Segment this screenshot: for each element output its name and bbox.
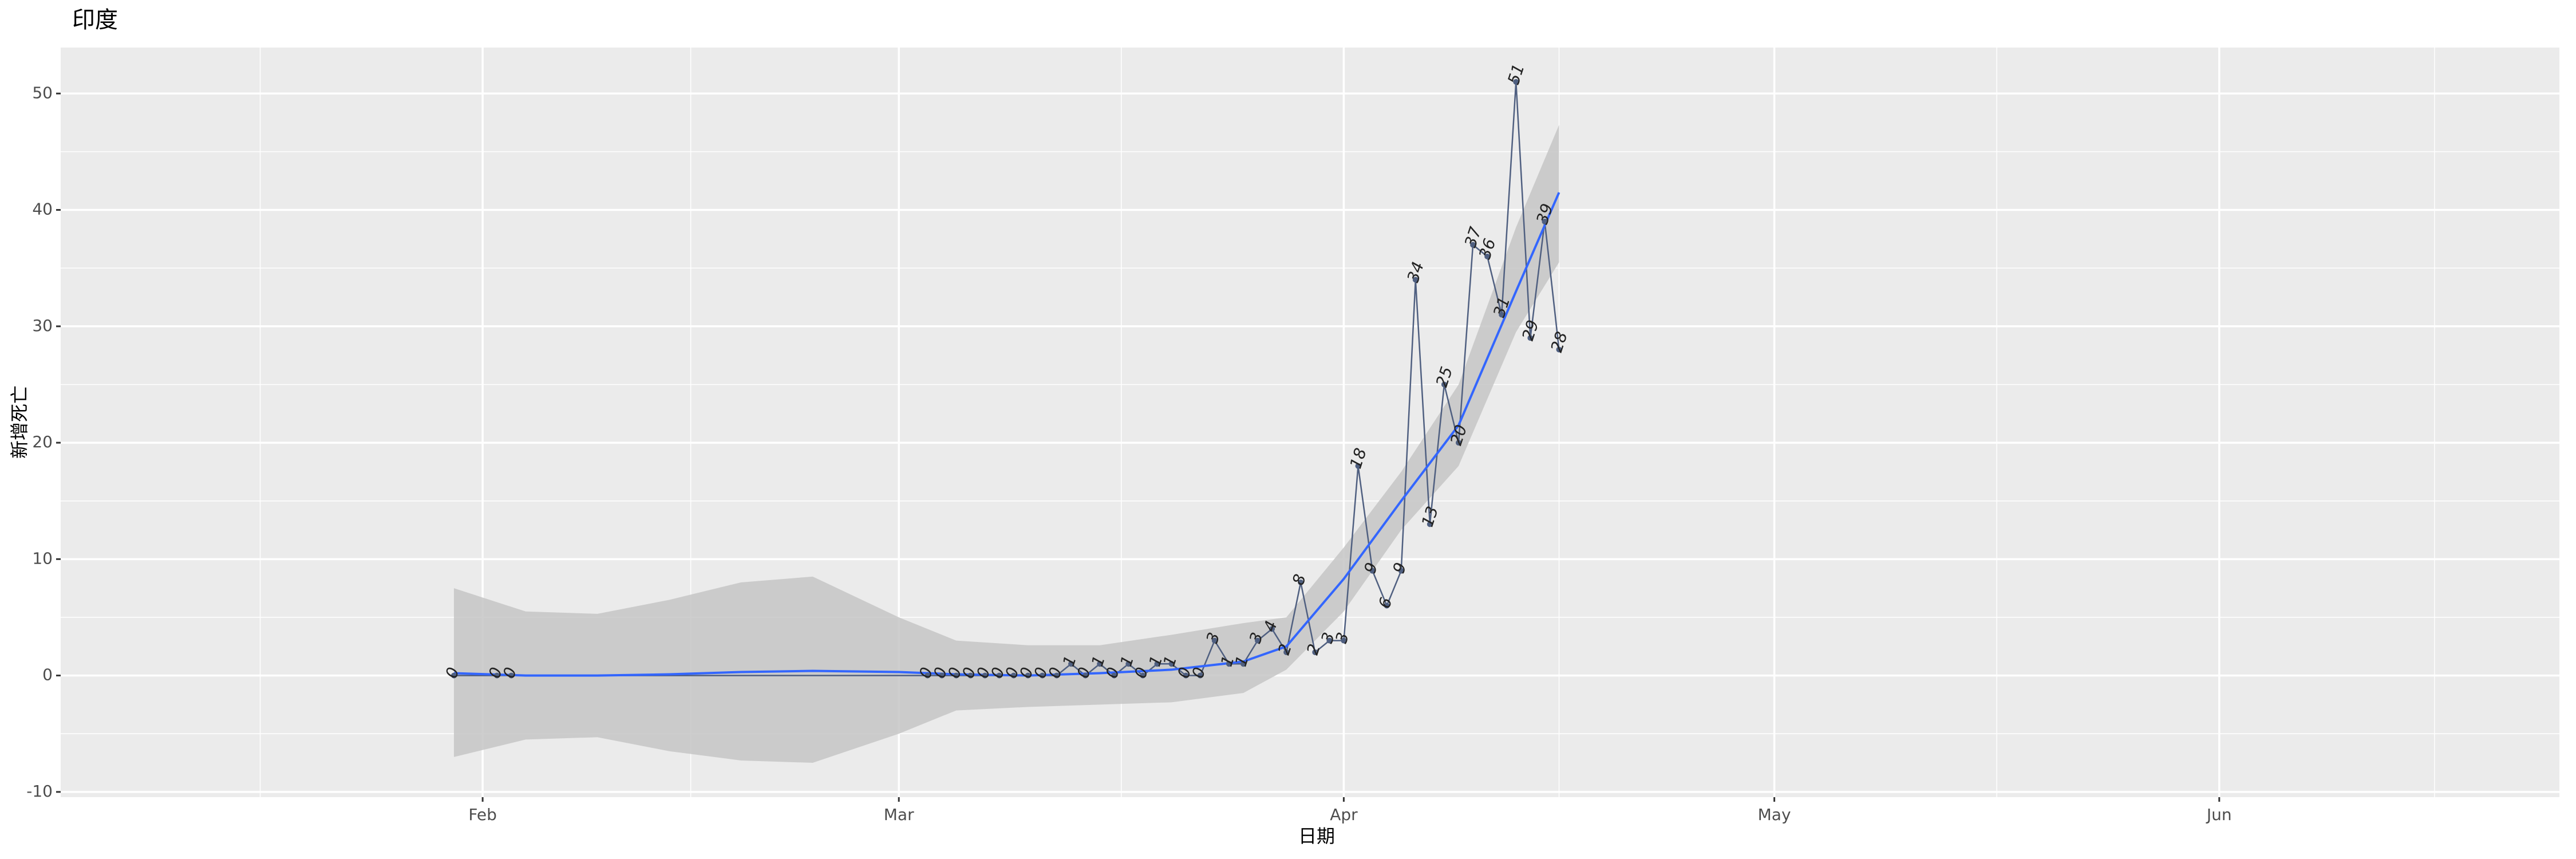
- data-point: [953, 672, 959, 679]
- data-point: [982, 672, 988, 679]
- data-point: [1125, 661, 1132, 667]
- smooth-line: [453, 192, 1560, 677]
- y-tick-label: 50: [32, 83, 53, 102]
- data-point: [1097, 661, 1103, 667]
- data-point: [1039, 672, 1045, 679]
- y-tick-label: 10: [32, 549, 53, 568]
- data-point: [1384, 602, 1390, 609]
- y-tick-label: 20: [32, 432, 53, 451]
- data-point: [451, 672, 457, 679]
- data-point: [1326, 637, 1333, 644]
- chart-title: 印度: [72, 7, 118, 33]
- data-point: [1341, 637, 1347, 644]
- data-point: [1513, 78, 1519, 85]
- data-point: [1025, 672, 1031, 679]
- y-axis-label: 新增死亡: [9, 385, 30, 459]
- data-point: [1556, 346, 1562, 353]
- data-point: [1398, 568, 1404, 574]
- y-tick-label: 0: [42, 665, 53, 684]
- data-point: [1412, 277, 1419, 283]
- data-point: [494, 672, 500, 679]
- data-point: [1484, 253, 1491, 259]
- data-point: [1455, 440, 1461, 446]
- data-point: [1499, 312, 1505, 318]
- data-point: [1542, 218, 1548, 224]
- data-point: [1154, 661, 1160, 667]
- panel: [61, 48, 2559, 797]
- y-tick-label: -10: [26, 782, 53, 801]
- x-axis-label: 日期: [1298, 825, 1335, 847]
- data-point: [1211, 637, 1218, 644]
- data-point: [1082, 672, 1089, 679]
- data-point: [1226, 661, 1232, 667]
- data-point: [1183, 672, 1189, 679]
- data-point: [1441, 381, 1447, 388]
- x-tick-label: May: [1758, 805, 1791, 824]
- data-point: [1240, 661, 1246, 667]
- data-point: [1053, 672, 1060, 679]
- data-point: [1269, 626, 1275, 632]
- y-tick-label: 30: [32, 316, 53, 335]
- data-point: [1140, 672, 1146, 679]
- data-point: [1254, 637, 1261, 644]
- data-point: [1369, 568, 1376, 574]
- data-point: [1355, 463, 1361, 469]
- confidence-band: [453, 125, 1559, 763]
- x-tick-label: Apr: [1330, 805, 1358, 824]
- data-point: [939, 672, 945, 679]
- data-point: [924, 672, 931, 679]
- data-point: [1283, 649, 1290, 655]
- data-point: [1312, 649, 1318, 655]
- data-point: [967, 672, 974, 679]
- y-tick-label: 40: [32, 200, 53, 219]
- data-point: [1068, 661, 1074, 667]
- data-point: [508, 672, 515, 679]
- data-point: [1168, 661, 1175, 667]
- data-point: [1010, 672, 1017, 679]
- x-tick-label: Jun: [2206, 805, 2232, 824]
- data-point: [996, 672, 1002, 679]
- x-tick-label: Mar: [884, 805, 914, 824]
- data-point: [1470, 242, 1476, 248]
- x-tick-label: Feb: [468, 805, 497, 824]
- data-point: [1527, 335, 1534, 341]
- data-point: [1197, 672, 1203, 679]
- data-point: [1298, 579, 1304, 585]
- data-point: [1111, 672, 1117, 679]
- data-point: [1427, 521, 1433, 527]
